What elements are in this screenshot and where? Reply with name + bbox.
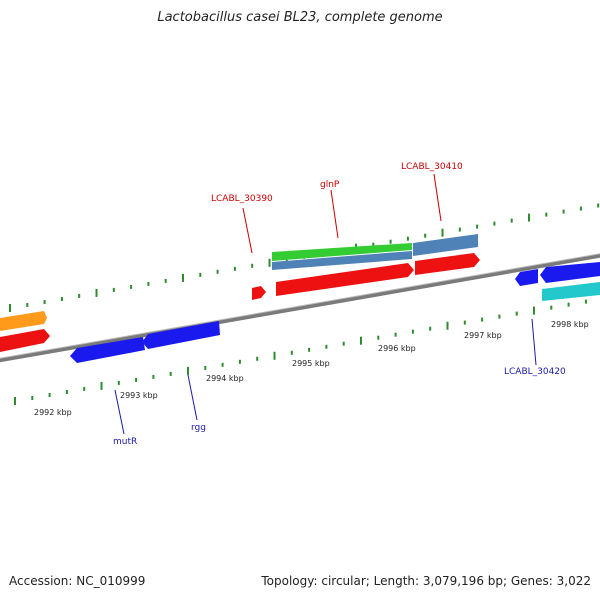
scale-label-2994: 2994 kbp: [206, 374, 244, 383]
scale-label-2996: 2996 kbp: [378, 344, 416, 353]
accession-text: Accession: NC_010999: [9, 574, 146, 588]
gene-label-glnp[interactable]: glnP: [320, 180, 340, 190]
gene-label-mutr[interactable]: mutR: [113, 437, 137, 447]
gene-lcabl-30420[interactable]: [542, 282, 600, 301]
gene-rgg[interactable]: [142, 321, 220, 349]
gene-red-right[interactable]: [415, 253, 480, 275]
gene-red-middle[interactable]: [276, 263, 414, 296]
gene-mutr[interactable]: [70, 337, 145, 363]
gene-red-left[interactable]: [0, 329, 50, 352]
genome-backbone: [0, 253, 600, 363]
gene-label-rgg[interactable]: rgg: [191, 423, 206, 433]
inner-tick-marks: [14, 299, 587, 405]
gene-labels: LCABL_30390 glnP LCABL_30410 mutR rgg LC…: [113, 162, 566, 447]
scale-label-2993: 2993 kbp: [120, 391, 158, 400]
gene-lcabl-30410-steel[interactable]: [413, 234, 478, 256]
gene-glnp-green[interactable]: [272, 243, 412, 261]
gene-label-lcabl-30390[interactable]: LCABL_30390: [211, 194, 273, 204]
gene-blue-small-right[interactable]: [515, 269, 538, 286]
scale-label-2998: 2998 kbp: [551, 320, 589, 329]
gene-glnp-steel[interactable]: [272, 251, 412, 270]
map-title: Lactobacillus casei BL23, complete genom…: [157, 10, 443, 25]
scale-label-2997: 2997 kbp: [464, 331, 502, 340]
gene-lcabl-30390[interactable]: [252, 286, 266, 300]
topology-text: Topology: circular; Length: 3,079,196 bp…: [261, 574, 591, 588]
scale-label-2995: 2995 kbp: [292, 359, 330, 368]
gene-label-lcabl-30410[interactable]: LCABL_30410: [401, 162, 463, 172]
scale-labels: 2992 kbp 2993 kbp 2994 kbp 2995 kbp 2996…: [34, 320, 589, 417]
gene-blue-large-right[interactable]: [540, 262, 600, 283]
gene-label-lcabl-30420[interactable]: LCABL_30420: [504, 367, 566, 377]
reverse-strand-genes: [70, 262, 600, 363]
gene-orange[interactable]: [0, 311, 47, 331]
label-connectors: [114, 173, 537, 435]
forward-strand-genes: [0, 234, 480, 352]
scale-label-2992: 2992 kbp: [34, 408, 72, 417]
